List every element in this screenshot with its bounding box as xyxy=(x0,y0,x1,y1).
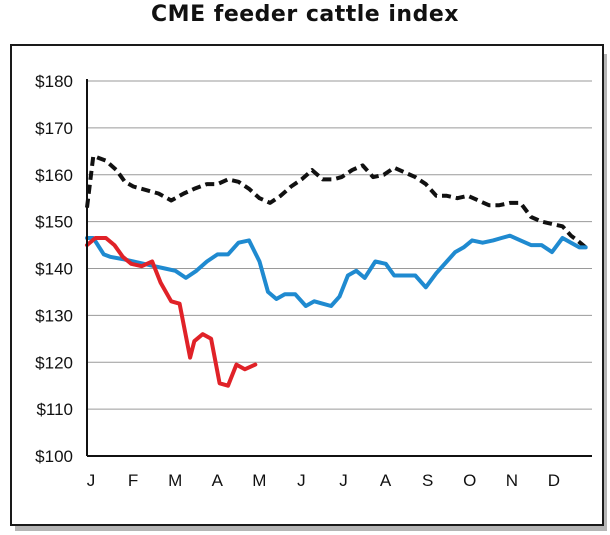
y-tick-label: $100 xyxy=(35,447,73,466)
chart-title: CME feeder cattle index xyxy=(151,2,459,27)
axes xyxy=(86,79,592,457)
series-line-3 xyxy=(85,236,258,388)
x-tick-label: A xyxy=(212,471,224,490)
x-tick-label: D xyxy=(548,471,560,490)
x-tick-label: J xyxy=(297,471,306,490)
x-tick-label: M xyxy=(168,471,182,490)
x-tick-label: F xyxy=(128,471,138,490)
x-tick-label: J xyxy=(87,471,96,490)
x-tick-label: S xyxy=(422,471,433,490)
y-tick-label: $170 xyxy=(35,119,73,138)
y-tick-label: $140 xyxy=(35,260,73,279)
y-tick-label: $120 xyxy=(35,353,73,372)
series-line-2 xyxy=(85,233,588,308)
chart-frame xyxy=(10,44,604,526)
x-tick-label: A xyxy=(380,471,392,490)
series-lines xyxy=(85,154,588,388)
y-tick-label: $180 xyxy=(35,72,73,91)
y-axis-tick-labels: $100 $110 $120 $130 $140 $150 $160 $170 $180 xyxy=(35,72,73,466)
x-tick-label: O xyxy=(463,471,476,490)
y-tick-label: $130 xyxy=(35,306,73,325)
x-tick-label: M xyxy=(252,471,266,490)
gridlines xyxy=(87,80,592,410)
y-tick-label: $150 xyxy=(35,213,73,232)
series-line-1 xyxy=(85,154,587,249)
y-tick-label: $110 xyxy=(36,400,73,419)
y-tick-label: $160 xyxy=(35,166,73,185)
x-tick-label: J xyxy=(339,471,348,490)
x-tick-label: N xyxy=(506,471,518,490)
